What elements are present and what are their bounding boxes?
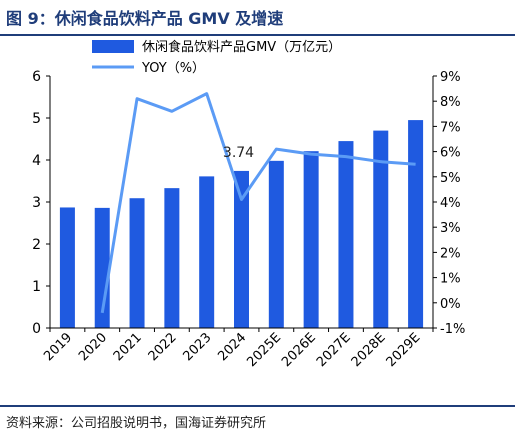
figure-header: 图 9：休闲食品饮料产品 GMV 及增速	[0, 0, 515, 36]
x-axis-tick-label: 2022	[146, 330, 180, 364]
left-axis-tick-label: 4	[32, 153, 41, 169]
figure-title: 图 9：休闲食品饮料产品 GMV 及增速	[6, 9, 284, 28]
x-axis-tick-label: 2019	[41, 330, 75, 364]
right-axis-tick-label: 8%	[440, 95, 461, 110]
gmv-bar	[199, 176, 215, 328]
right-axis-tick-label: 5%	[440, 171, 461, 186]
x-axis-tick-label: 2021	[111, 330, 145, 364]
x-axis-tick-label: 2027E	[314, 330, 354, 370]
gmv-bar	[129, 198, 145, 328]
source-note: 资料来源：公司招股说明书，国海证券研究所	[6, 416, 267, 431]
yoy-line	[100, 92, 416, 314]
right-axis-tick-label: 0%	[440, 297, 461, 312]
gmv-bar	[373, 130, 389, 328]
right-axis-tick-label: 9%	[440, 70, 461, 85]
left-axis-tick-label: 3	[32, 195, 41, 211]
right-axis-tick-label: 2%	[440, 246, 461, 261]
x-axis-tick-label: 2023	[181, 330, 215, 364]
data-label-2024: 3.74	[223, 145, 254, 161]
left-axis-tick-label: 1	[32, 279, 41, 295]
gmv-bar	[338, 141, 354, 328]
gmv-bar	[408, 120, 424, 328]
right-axis-tick-label: -1%	[440, 322, 465, 337]
left-axis-tick-label: 6	[32, 69, 41, 85]
legend-label-gmv: 休闲食品饮料产品GMV（万亿元）	[142, 39, 341, 55]
right-axis-tick-label: 3%	[440, 221, 461, 236]
right-axis-tick-label: 4%	[440, 196, 461, 211]
footer-rule	[0, 405, 515, 407]
x-axis-tick-label: 2029E	[384, 330, 424, 370]
gmv-bar	[268, 160, 284, 328]
right-axis-tick-label: 6%	[440, 146, 461, 161]
gmv-bar	[303, 151, 319, 328]
x-axis-tick-label: 2025E	[244, 330, 284, 370]
gmv-bar	[164, 188, 180, 328]
x-axis-tick-label: 2026E	[279, 330, 319, 370]
right-axis-tick-label: 7%	[440, 120, 461, 135]
x-axis-tick-label: 2020	[76, 330, 110, 364]
gmv-bar	[234, 170, 249, 328]
left-axis-tick-label: 0	[32, 321, 41, 337]
x-axis-tick-label: 2028E	[349, 330, 389, 370]
gmv-bar	[59, 207, 75, 328]
left-axis-tick-label: 2	[32, 237, 41, 253]
legend-swatch-gmv	[92, 40, 134, 53]
legend-label-yoy: YOY（%）	[141, 61, 205, 76]
left-axis-tick-label: 5	[32, 111, 41, 127]
right-axis-tick-label: 1%	[440, 272, 461, 287]
